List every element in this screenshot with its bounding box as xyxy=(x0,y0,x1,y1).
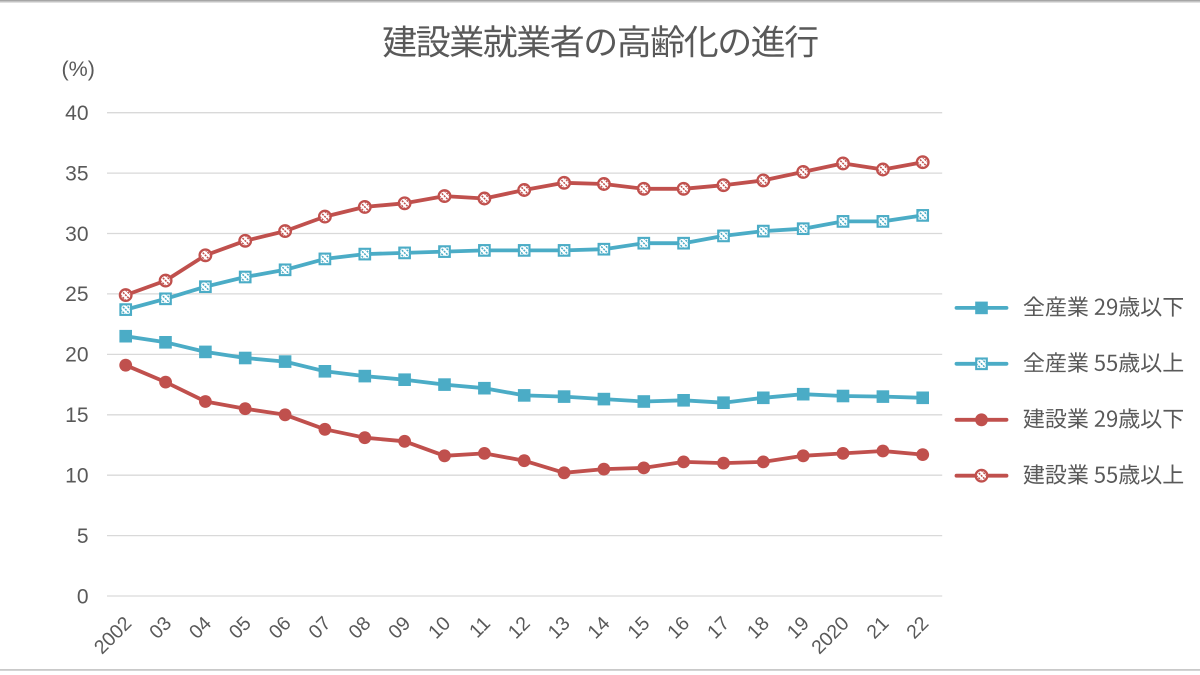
svg-text:30: 30 xyxy=(65,223,88,246)
svg-text:20: 20 xyxy=(65,344,88,367)
svg-text:5: 5 xyxy=(77,525,89,548)
svg-text:25: 25 xyxy=(65,283,88,306)
svg-text:0: 0 xyxy=(77,585,89,608)
svg-text:15: 15 xyxy=(65,404,88,427)
svg-text:40: 40 xyxy=(65,102,88,125)
svg-text:35: 35 xyxy=(65,162,88,185)
svg-text:(%): (%) xyxy=(62,57,95,81)
svg-text:10: 10 xyxy=(65,465,88,488)
